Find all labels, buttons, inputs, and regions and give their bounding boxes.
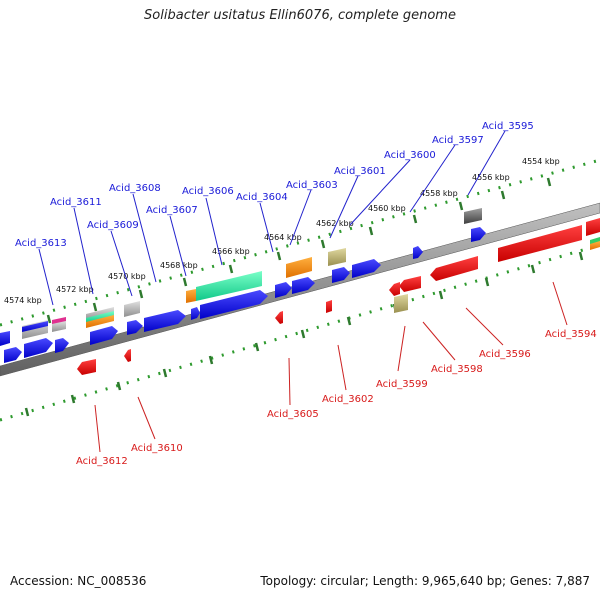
kbp-label: 4562 kbp	[316, 219, 354, 228]
kbp-label: 4568 kbp	[160, 261, 198, 270]
gene-block[interactable]	[464, 208, 482, 224]
kbp-label: 4572 kbp	[56, 285, 94, 294]
gene-label[interactable]: Acid_3602	[322, 394, 374, 405]
gene-label[interactable]: Acid_3603	[286, 180, 338, 191]
gene-block[interactable]	[52, 317, 66, 325]
gene-block[interactable]	[186, 289, 196, 303]
gene-label[interactable]: Acid_3606	[182, 186, 234, 197]
gene-block[interactable]	[292, 277, 315, 294]
gene-label[interactable]: Acid_3601	[334, 166, 386, 177]
gene-label[interactable]: Acid_3607	[146, 205, 198, 216]
gene-label[interactable]: Acid_3600	[384, 150, 436, 161]
gene-label[interactable]: Acid_3595	[482, 121, 534, 132]
top-gene-labels: Acid_3595 Acid_3597 Acid_3600 Acid_3601 …	[15, 121, 534, 249]
gene-block[interactable]	[590, 241, 600, 250]
outer-tick-track	[0, 158, 600, 327]
gene-block[interactable]	[389, 282, 400, 296]
outer-major-ticks	[46, 177, 552, 324]
gene-block[interactable]	[86, 311, 114, 323]
gene-label[interactable]: Acid_3599	[376, 379, 428, 390]
gene-label[interactable]: Acid_3594	[545, 329, 597, 340]
gene-block[interactable]	[430, 256, 478, 281]
kbp-label: 4558 kbp	[420, 189, 458, 198]
gene-block[interactable]	[498, 225, 582, 262]
gene-label[interactable]: Acid_3613	[15, 238, 67, 249]
gene-label[interactable]: Acid_3612	[76, 456, 128, 467]
gene-block[interactable]	[52, 321, 66, 332]
top-strand-genes	[0, 208, 486, 363]
gene-block[interactable]	[286, 257, 312, 278]
genome-stats-text: Topology: circular; Length: 9,965,640 bp…	[260, 574, 590, 588]
kbp-labels: 4554 kbp 4556 kbp 4558 kbp 4560 kbp 4562…	[4, 157, 560, 305]
kbp-label: 4554 kbp	[522, 157, 560, 166]
kbp-label: 4570 kbp	[108, 272, 146, 281]
gene-block[interactable]	[24, 338, 53, 358]
gene-block[interactable]	[332, 267, 350, 283]
gene-label[interactable]: Acid_3598	[431, 364, 483, 375]
top-callout-lines	[38, 130, 506, 306]
gene-label[interactable]: Acid_3610	[131, 443, 183, 454]
gene-block[interactable]	[55, 338, 69, 353]
gene-block[interactable]	[352, 259, 381, 278]
gene-block[interactable]	[275, 282, 292, 298]
gene-label[interactable]: Acid_3604	[236, 192, 288, 203]
kbp-label: 4564 kbp	[264, 233, 302, 242]
genome-title: Solibacter usitatus Ellin6076, complete …	[144, 8, 456, 23]
kbp-label: 4574 kbp	[4, 296, 42, 305]
gene-block[interactable]	[586, 218, 600, 236]
kbp-label: 4556 kbp	[472, 173, 510, 182]
gene-block[interactable]	[127, 320, 143, 335]
gene-block[interactable]	[144, 310, 186, 332]
gene-label[interactable]: Acid_3611	[50, 197, 102, 208]
gene-block[interactable]	[200, 290, 268, 319]
gene-label[interactable]: Acid_3608	[109, 183, 161, 194]
gene-block[interactable]	[22, 321, 48, 332]
gene-block[interactable]	[4, 347, 22, 363]
gene-block[interactable]	[77, 359, 96, 375]
gene-block[interactable]	[90, 326, 118, 345]
accession-text: Accession: NC_008536	[10, 574, 147, 588]
gene-block[interactable]	[196, 271, 262, 301]
gene-block[interactable]	[590, 237, 600, 245]
bottom-callout-lines	[94, 281, 568, 453]
kbp-label: 4566 kbp	[212, 247, 250, 256]
gene-label[interactable]: Acid_3597	[432, 135, 484, 146]
gene-block[interactable]	[124, 301, 140, 317]
bottom-gene-labels: Acid_3594 Acid_3596 Acid_3598 Acid_3599 …	[76, 329, 597, 467]
inner-major-ticks	[24, 251, 584, 417]
gene-block[interactable]	[275, 311, 283, 324]
gene-block[interactable]	[413, 246, 423, 259]
gene-block[interactable]	[191, 307, 200, 320]
kbp-label: 4560 kbp	[368, 204, 406, 213]
gene-block[interactable]	[0, 331, 10, 346]
gene-label[interactable]: Acid_3605	[267, 409, 319, 420]
gene-label[interactable]: Acid_3609	[87, 220, 139, 231]
gene-block[interactable]	[399, 276, 421, 292]
gene-label[interactable]: Acid_3596	[479, 349, 531, 360]
gene-block[interactable]	[124, 349, 131, 362]
gene-block[interactable]	[328, 248, 346, 266]
gene-block[interactable]	[471, 227, 486, 242]
bottom-strand-genes	[77, 218, 600, 375]
gene-block[interactable]	[326, 300, 332, 313]
gene-block[interactable]	[86, 315, 114, 328]
gene-block[interactable]	[394, 294, 408, 313]
